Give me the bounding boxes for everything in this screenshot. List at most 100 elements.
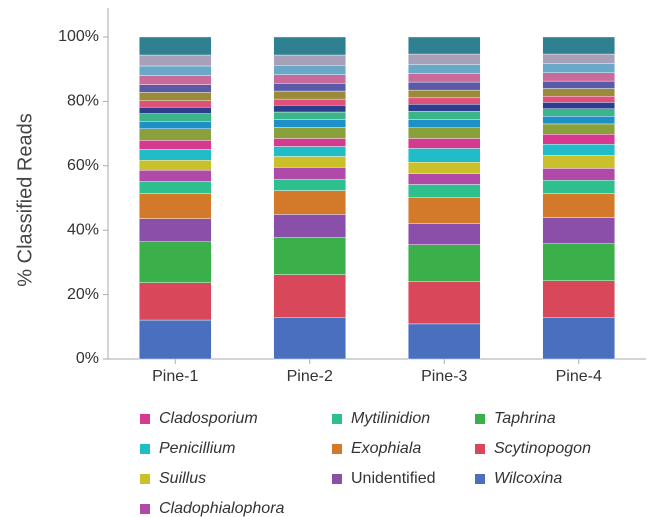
bar-segment bbox=[408, 97, 481, 105]
bar-segment bbox=[273, 90, 346, 100]
bar-segment bbox=[273, 111, 346, 120]
bar-segment bbox=[273, 98, 346, 106]
bar-segment bbox=[139, 75, 212, 85]
bar-segment bbox=[273, 190, 346, 215]
bar-segment bbox=[542, 115, 615, 125]
bar-segment bbox=[139, 140, 212, 150]
bar-segment bbox=[408, 36, 481, 55]
bar-segment bbox=[139, 241, 212, 283]
bar-segment bbox=[139, 92, 212, 101]
bar-segment bbox=[542, 53, 615, 64]
x-tick-label: Pine-4 bbox=[556, 368, 602, 385]
bar-segment bbox=[542, 168, 615, 181]
y-tick-label: 80% bbox=[67, 93, 99, 110]
bar-segment bbox=[542, 317, 615, 360]
bar-segment bbox=[139, 193, 212, 219]
bar-segment bbox=[273, 36, 346, 56]
bar-segment bbox=[542, 108, 615, 117]
bar-segment bbox=[139, 181, 212, 194]
bar-segment bbox=[273, 119, 346, 128]
bar-segment bbox=[408, 138, 481, 149]
bar-segment bbox=[273, 127, 346, 139]
x-tick-label: Pine-3 bbox=[421, 368, 467, 385]
bar-segment bbox=[408, 173, 481, 185]
legend-swatch bbox=[475, 414, 485, 424]
bar-segment bbox=[408, 53, 481, 65]
bar-segment bbox=[273, 65, 346, 75]
bar-segment bbox=[139, 121, 212, 129]
bar-segment bbox=[542, 243, 615, 281]
bar-segment bbox=[408, 281, 481, 325]
bar-segment bbox=[542, 88, 615, 97]
y-axis-label: % Classified Reads bbox=[14, 113, 36, 286]
legend-label: Cladophialophora bbox=[159, 500, 285, 517]
legend-label: Mytilinidion bbox=[351, 410, 430, 427]
bar-segment bbox=[139, 160, 212, 171]
legend-swatch bbox=[140, 474, 150, 484]
x-tick-label: Pine-2 bbox=[287, 368, 333, 385]
bar-segment bbox=[139, 106, 212, 114]
bar-segment bbox=[542, 280, 615, 318]
bar-segment bbox=[542, 80, 615, 89]
bar-segment bbox=[542, 63, 615, 73]
bar-segment bbox=[542, 193, 615, 218]
legend-label: Unidentified bbox=[351, 470, 436, 487]
bar-segment bbox=[542, 36, 615, 55]
bar-segment bbox=[273, 237, 346, 275]
bar-segment bbox=[273, 274, 346, 318]
bar-segment bbox=[139, 149, 212, 161]
legend-swatch bbox=[140, 414, 150, 424]
bar-segment bbox=[408, 323, 481, 360]
bar-segment bbox=[408, 111, 481, 120]
bar-segment bbox=[408, 244, 481, 282]
bar-segment bbox=[139, 113, 212, 122]
legend-label: Scytinopogon bbox=[494, 440, 591, 457]
bar-segment bbox=[273, 83, 346, 92]
bar-segment bbox=[273, 138, 346, 147]
bar-segment bbox=[139, 36, 212, 56]
legend-swatch bbox=[475, 474, 485, 484]
legend-swatch bbox=[140, 504, 150, 514]
bar-segment bbox=[273, 317, 346, 360]
bar-segment bbox=[408, 127, 481, 139]
bar-segment bbox=[408, 223, 481, 245]
bar-segment bbox=[542, 217, 615, 244]
bar-segment bbox=[542, 123, 615, 135]
bar-segment bbox=[273, 146, 346, 157]
y-tick-label: 0% bbox=[76, 350, 99, 367]
bar-segment bbox=[273, 167, 346, 180]
y-tick-label: 60% bbox=[67, 157, 99, 174]
bar-segment bbox=[139, 54, 212, 67]
legend-swatch bbox=[475, 444, 485, 454]
bar-segment bbox=[542, 72, 615, 82]
bar-segment bbox=[273, 74, 346, 84]
legend-swatch bbox=[332, 474, 342, 484]
bar-segment bbox=[542, 102, 615, 109]
bar-segment bbox=[139, 128, 212, 141]
bar-segment bbox=[542, 180, 615, 194]
bar-segment bbox=[139, 282, 212, 321]
bar-segment bbox=[139, 84, 212, 93]
bar-segment bbox=[542, 144, 615, 156]
y-tick-label: 100% bbox=[58, 28, 99, 45]
legend-swatch bbox=[140, 444, 150, 454]
bar-segment bbox=[273, 54, 346, 66]
bar-segment bbox=[139, 218, 212, 242]
x-tick-label: Pine-1 bbox=[152, 368, 198, 385]
legend-swatch bbox=[332, 414, 342, 424]
bar-segment bbox=[273, 105, 346, 113]
bar-segment bbox=[139, 319, 212, 360]
bar-segment bbox=[139, 100, 212, 108]
bar-segment bbox=[408, 64, 481, 74]
bar-segment bbox=[273, 156, 346, 168]
bar-segment bbox=[139, 65, 212, 76]
bar-segment bbox=[408, 197, 481, 224]
legend-label: Wilcoxina bbox=[494, 470, 562, 487]
bar-segment bbox=[408, 104, 481, 112]
legend-label: Penicillium bbox=[159, 440, 235, 457]
bar-segment bbox=[408, 162, 481, 174]
legend-label: Exophiala bbox=[351, 440, 421, 457]
bar-segment bbox=[139, 170, 212, 182]
legend-label: Taphrina bbox=[494, 410, 556, 427]
